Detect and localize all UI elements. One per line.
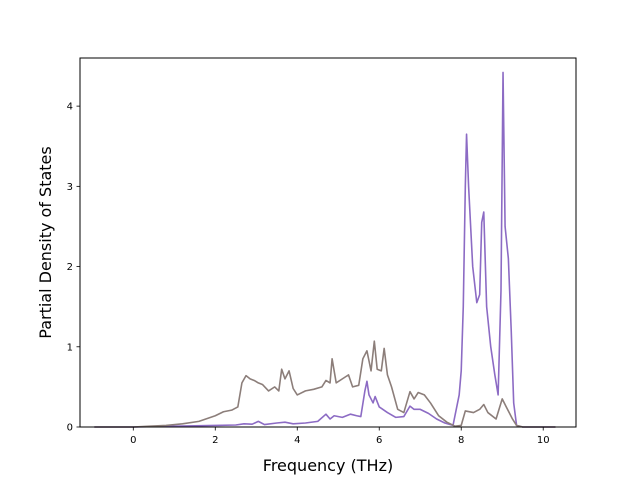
y-tick-label: 1 [67, 342, 73, 353]
x-tick-label: 10 [537, 435, 550, 446]
y-tick-label: 2 [67, 262, 73, 273]
series-line-1 [94, 71, 556, 428]
x-tick-label: 8 [458, 435, 464, 446]
x-axis-label: Frequency (THz) [263, 456, 393, 475]
y-axis-label: Partial Density of States [36, 146, 55, 338]
plot-frame [79, 57, 577, 428]
x-tick-label: 2 [212, 435, 218, 446]
x-tick-label: 6 [376, 435, 382, 446]
x-tick-label: 0 [130, 435, 136, 446]
x-axis-ticks: 0 2 4 6 8 10 [130, 427, 550, 446]
y-tick-label: 0 [67, 423, 73, 434]
y-axis-ticks: 0 1 2 3 4 [67, 102, 80, 434]
series-line-2 [94, 340, 556, 428]
series-layer [94, 71, 556, 428]
x-tick-label: 4 [294, 435, 300, 446]
y-tick-label: 4 [67, 102, 73, 113]
y-tick-label: 3 [67, 182, 73, 193]
